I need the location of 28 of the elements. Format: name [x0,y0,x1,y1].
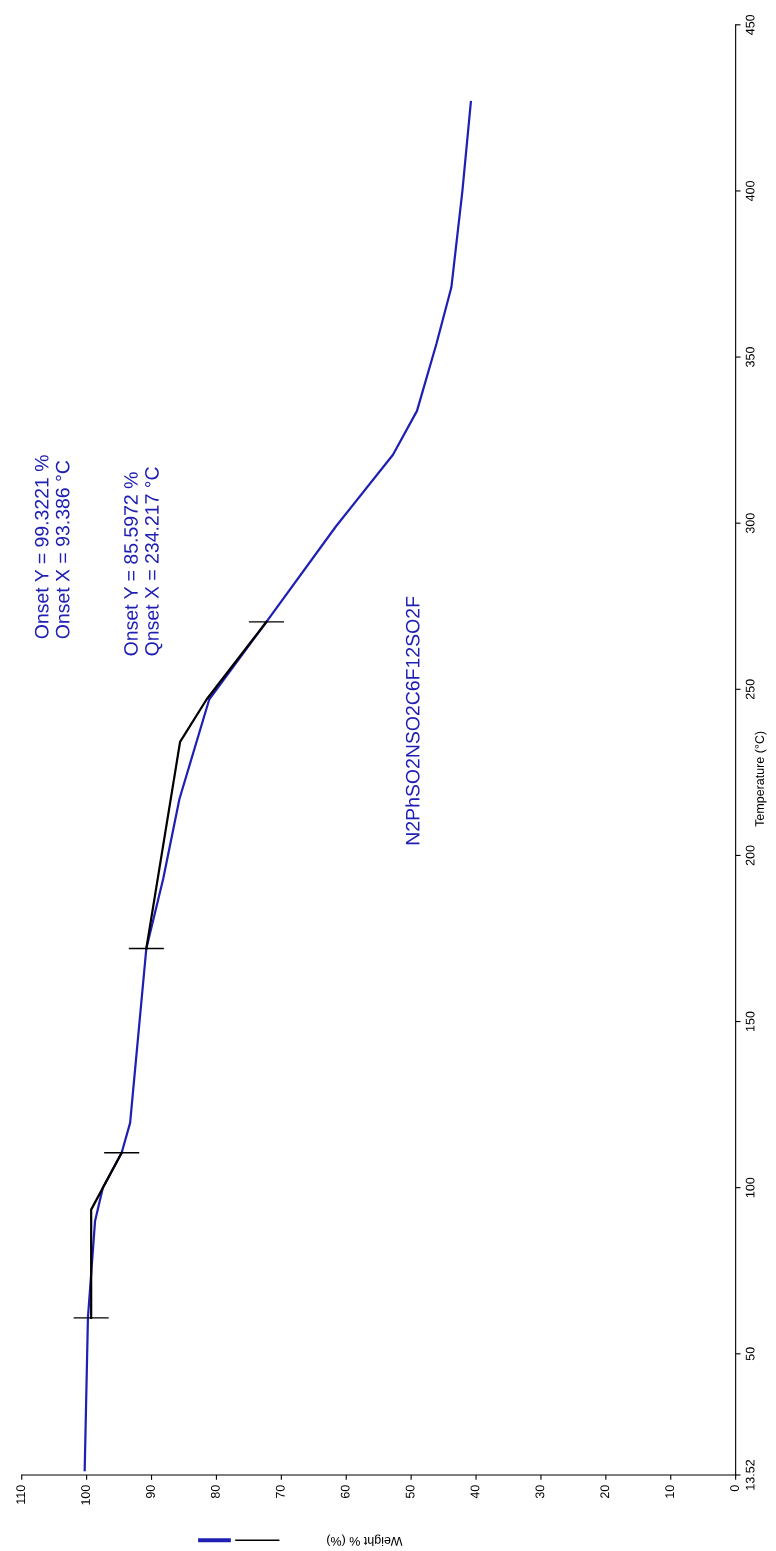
y-axis-title: Temperature (°C) [754,731,767,827]
x-axis-title: Weight % (%) [327,1534,403,1547]
x-tick-label: 10 [665,1485,675,1498]
x-tick-label: 60 [340,1485,350,1498]
y-tick-label: 150 [745,1011,755,1032]
annotation: Onset Y = 85.5972 % Qnset X = 234.217 °C [124,467,163,656]
x-tick-label: 30 [535,1485,545,1499]
y-tick-label: 400 [745,181,755,202]
x-tick-label: 100 [81,1485,90,1505]
x-tick-label: 50 [405,1485,415,1499]
y-tick-label: 13.52 [745,1459,755,1490]
y-tick-label: 200 [745,845,755,866]
line-series [83,100,472,1472]
x-tick-label: 80 [210,1485,220,1499]
x-tick-label: 70 [275,1485,285,1498]
annotation: N2PhSO2NSO2C6F12SO2F [405,596,420,845]
x-tick-label: 110 [16,1485,26,1504]
y-tick-label: 300 [745,513,755,534]
y-tick-label: 100 [745,1177,755,1198]
x-tick-label: 90 [146,1485,155,1499]
x-tick-label: 40 [470,1485,480,1499]
annotation: Onset Y = 99.3221 % Onset X = 93.386 °C [34,455,70,639]
y-tick-label: 450 [745,14,755,35]
y-tick-label: 250 [745,679,755,700]
y-tick-label: 350 [745,347,755,368]
x-tick-label: 0 [730,1485,739,1492]
y-tick-label: 50 [745,1347,755,1361]
x-tick-label: 20 [600,1485,610,1498]
